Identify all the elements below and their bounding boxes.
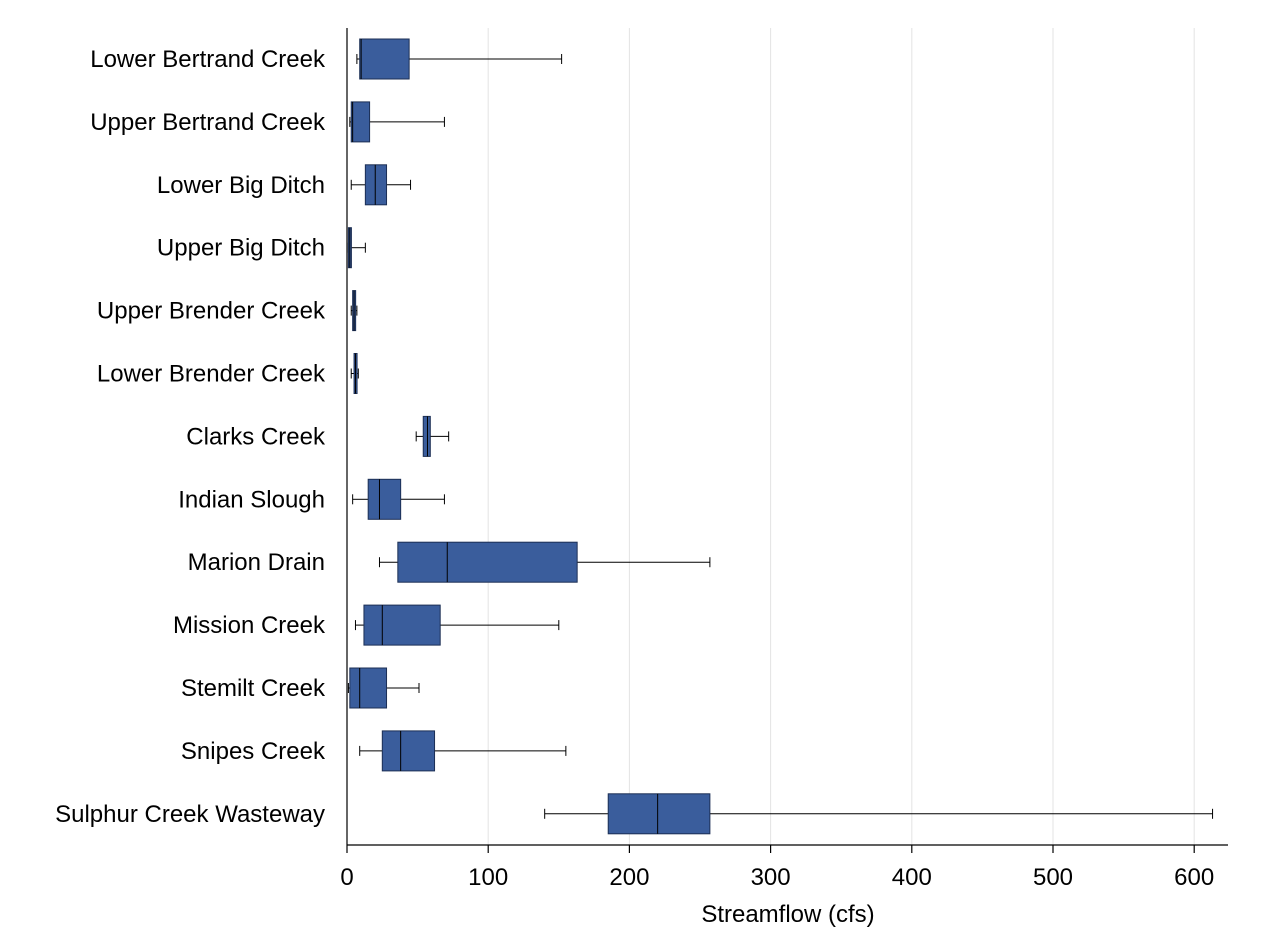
category-label: Lower Big Ditch (157, 172, 325, 199)
category-label: Indian Slough (178, 486, 325, 513)
category-label: Clarks Creek (186, 423, 326, 450)
box-group (347, 227, 366, 269)
iqr-box (422, 415, 431, 457)
iqr-box (359, 38, 410, 80)
iqr-box (397, 541, 578, 583)
category-label: Upper Brender Creek (97, 298, 326, 325)
iqr-box (364, 164, 388, 206)
category-label: Upper Big Ditch (157, 235, 325, 262)
x-ticks: 0 100 200 300 400 500 600 (340, 845, 1214, 891)
x-tick-label: 0 (340, 864, 353, 891)
iqr-box (350, 101, 371, 143)
box-group (415, 415, 450, 457)
category-label: Sulphur Creek Wasteway (55, 801, 325, 828)
iqr-box (367, 478, 402, 520)
box-group (350, 353, 359, 394)
iqr-box (363, 604, 441, 646)
box-group (350, 164, 412, 206)
category-labels: Lower Bertrand Creek Upper Bertrand Creek… (55, 46, 326, 828)
iqr-box (607, 793, 711, 835)
box-group (347, 667, 420, 709)
category-label: Snipes Creek (181, 738, 326, 765)
category-label: Upper Bertrand Creek (90, 109, 326, 136)
box-group (356, 38, 563, 80)
box-group (378, 541, 711, 583)
x-tick-label: 400 (892, 864, 932, 891)
box-group (349, 101, 445, 143)
box-group (354, 604, 560, 646)
x-axis-title: Streamflow (cfs) (701, 901, 874, 928)
x-tick-label: 200 (609, 864, 649, 891)
iqr-box (381, 730, 436, 772)
x-tick-label: 500 (1033, 864, 1073, 891)
category-label: Lower Brender Creek (97, 361, 326, 388)
category-label: Stemilt Creek (181, 675, 326, 702)
x-tick-label: 100 (468, 864, 508, 891)
gridlines (487, 28, 1195, 845)
box-group (350, 290, 358, 332)
iqr-box (349, 667, 388, 709)
box-group (352, 478, 445, 520)
box-group (544, 793, 1214, 835)
x-tick-label: 600 (1174, 864, 1214, 891)
category-label: Mission Creek (173, 612, 326, 639)
x-tick-label: 300 (751, 864, 791, 891)
category-label: Marion Drain (188, 549, 325, 576)
boxes (347, 38, 1214, 835)
axes (346, 28, 1228, 846)
box-group (359, 730, 567, 772)
category-label: Lower Bertrand Creek (90, 46, 326, 73)
